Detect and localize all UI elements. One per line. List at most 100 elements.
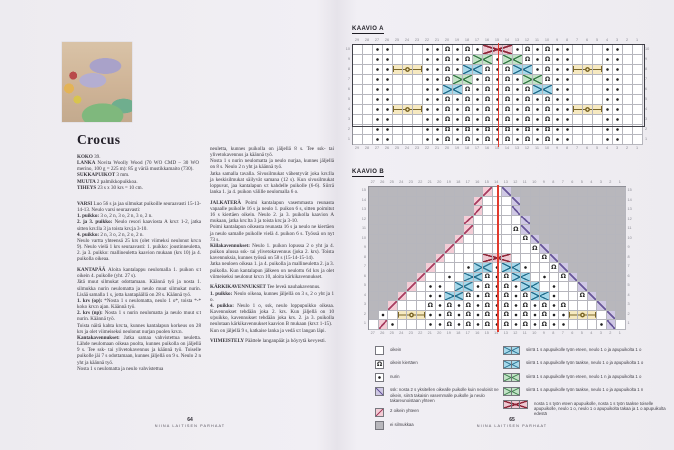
chart-cell <box>464 225 474 235</box>
chart-cell <box>464 310 474 320</box>
col-number: 21 <box>427 180 432 184</box>
sock-photo <box>62 42 132 122</box>
chart-cell <box>423 75 433 85</box>
chart-cell <box>568 234 578 244</box>
chart-cell <box>502 263 512 273</box>
row-number: 1 <box>645 136 648 141</box>
chart-cell <box>378 234 388 244</box>
chart-cell <box>623 105 633 115</box>
col-number: 29 <box>354 146 360 150</box>
legend-item: siirrä 1 s apupuikolle työn eteen, neulo… <box>503 373 668 383</box>
chart-cell <box>416 310 426 320</box>
col-number: 5 <box>580 330 583 335</box>
chart-cell <box>583 115 593 125</box>
chart-cell <box>502 310 512 320</box>
row-number: 10 <box>361 235 366 240</box>
chart-cell <box>407 320 417 330</box>
chart-cell <box>463 115 473 125</box>
chart-cell <box>388 206 398 216</box>
chart-cell <box>587 196 597 206</box>
chart-cell <box>502 320 512 330</box>
col-number: 16 <box>475 180 480 184</box>
chart-cell <box>403 95 413 105</box>
chart-cell <box>613 125 623 135</box>
chart-cell <box>353 45 363 55</box>
col-number: 17 <box>465 330 470 335</box>
col-number: 21 <box>434 146 440 150</box>
chart-cell <box>435 263 445 273</box>
chart-cell <box>403 125 413 135</box>
chart-cell <box>363 75 373 85</box>
chart-cell <box>503 135 513 145</box>
chart-cell <box>578 196 588 206</box>
chart-cell <box>502 234 512 244</box>
chart-cell <box>583 45 593 55</box>
chart-cell <box>633 135 643 145</box>
chart-cell <box>463 105 473 115</box>
chart-cell <box>606 225 616 235</box>
chart-cell <box>573 65 583 75</box>
k2tog-symbol <box>375 407 384 417</box>
chart-cell <box>616 244 626 254</box>
paragraph: 2. krs (np): Nosta 1 s nurin neulomatta … <box>77 310 201 323</box>
chart-cell <box>416 320 426 330</box>
chart-cell <box>397 234 407 244</box>
chart-cell <box>587 225 597 235</box>
cable-blue-back-symbol <box>503 359 520 369</box>
chart-cell <box>578 272 588 282</box>
col-number: 17 <box>474 146 480 150</box>
chart-cell <box>553 105 563 115</box>
col-number: 24 <box>404 38 410 42</box>
chart-cell <box>606 187 616 197</box>
chart-cell <box>353 115 363 125</box>
row-number: 7 <box>363 264 366 269</box>
chart-cell <box>423 85 433 95</box>
chart-cell <box>435 301 445 311</box>
chart-cell <box>433 125 443 135</box>
chart-cell <box>353 95 363 105</box>
chart-cell <box>463 95 473 105</box>
chart-cell <box>616 282 626 292</box>
row-number: 7 <box>645 76 648 81</box>
paragraph: Jätä muut silmukat odottamaan. Käännä ty… <box>77 279 201 298</box>
center-marker-line <box>498 43 500 147</box>
chart-cell <box>413 45 423 55</box>
chart-cell <box>464 272 474 282</box>
chart-cell <box>407 310 417 320</box>
col-number: 12 <box>513 330 518 335</box>
chart-cell <box>559 310 569 320</box>
col-number: 19 <box>454 146 460 150</box>
chart-cell <box>483 135 493 145</box>
chart-cell <box>511 206 521 216</box>
chart-cell <box>603 95 613 105</box>
chart-cell <box>513 95 523 105</box>
chart-cell <box>397 310 407 320</box>
center-marker-line <box>497 185 499 332</box>
chart-cell <box>443 115 453 125</box>
chart-cell <box>503 85 513 95</box>
chart-cell <box>583 125 593 135</box>
chart-cell <box>502 187 512 197</box>
chart-cell <box>413 135 423 145</box>
chart-cell <box>373 55 383 65</box>
col-number: 20 <box>437 180 442 184</box>
chart-cell <box>397 253 407 263</box>
chart-cell <box>603 65 613 75</box>
col-number: 25 <box>389 330 394 335</box>
chart-cell <box>443 55 453 65</box>
chart-cell <box>616 320 626 330</box>
chart-cell <box>573 75 583 85</box>
chart-cell <box>397 320 407 330</box>
chart-cell <box>388 301 398 311</box>
col-number: 20 <box>444 146 450 150</box>
chart-cell <box>613 85 623 95</box>
chart-cell <box>503 55 513 65</box>
paragraph: JALKATERÄ Poimi kantalapun vasemmasta re… <box>210 199 334 225</box>
paragraph: Poimi kantalapun oikeasta reunasta 16 s … <box>210 224 334 243</box>
chart-cell <box>578 301 588 311</box>
chart-cell <box>540 244 550 254</box>
chart-cell <box>353 135 363 145</box>
chart-cell <box>403 75 413 85</box>
chart-cell <box>606 253 616 263</box>
row-number: 2 <box>347 126 350 131</box>
